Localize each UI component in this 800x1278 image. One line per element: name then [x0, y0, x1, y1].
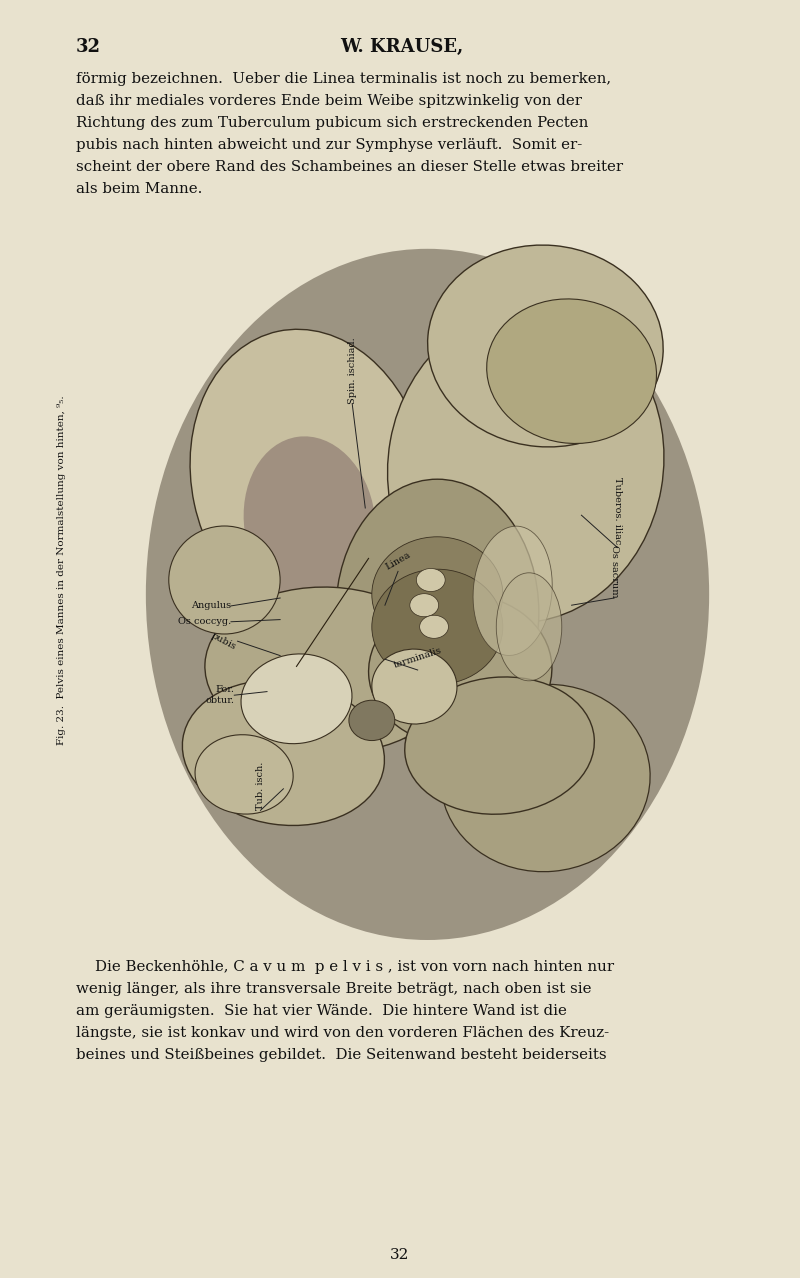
- Text: längste, sie ist konkav und wird von den vorderen Flächen des Kreuz-: längste, sie ist konkav und wird von den…: [76, 1026, 609, 1040]
- Text: W. KRAUSE,: W. KRAUSE,: [340, 38, 464, 56]
- Text: Linea: Linea: [384, 550, 412, 571]
- Text: Os coccyg.: Os coccyg.: [178, 617, 231, 626]
- Ellipse shape: [190, 330, 429, 629]
- Ellipse shape: [372, 569, 503, 685]
- Text: förmig bezeichnen.  Ueber die Linea terminalis ist noch zu bemerken,: förmig bezeichnen. Ueber die Linea termi…: [76, 72, 611, 86]
- Ellipse shape: [441, 684, 650, 872]
- Bar: [100, 220, 755, 941]
- Text: Die Beckenhöhle, C a v u m  p e l v i s , ist von vorn nach hinten nur: Die Beckenhöhle, C a v u m p e l v i s ,…: [76, 960, 614, 974]
- Ellipse shape: [182, 680, 385, 826]
- Text: Os sacrum: Os sacrum: [610, 546, 618, 598]
- Text: Angulus: Angulus: [191, 602, 231, 611]
- Text: Tuberos. iliac.: Tuberos. iliac.: [613, 477, 622, 547]
- Ellipse shape: [420, 615, 449, 638]
- Text: beines und Steißbeines gebildet.  Die Seitenwand besteht beiderseits: beines und Steißbeines gebildet. Die Sei…: [76, 1048, 606, 1062]
- Ellipse shape: [244, 436, 375, 608]
- Text: Richtung des zum Tuberculum pubicum sich erstreckenden Pecten: Richtung des zum Tuberculum pubicum sich…: [76, 116, 588, 130]
- Ellipse shape: [336, 479, 539, 745]
- Text: terminalis: terminalis: [393, 645, 443, 670]
- Text: pubis nach hinten abweicht und zur Symphyse verläuft.  Somit er-: pubis nach hinten abweicht und zur Symph…: [76, 138, 582, 152]
- Text: scheint der obere Rand des Schambeines an dieser Stelle etwas breiter: scheint der obere Rand des Schambeines a…: [76, 160, 623, 174]
- Ellipse shape: [372, 537, 503, 652]
- Ellipse shape: [387, 307, 664, 622]
- Ellipse shape: [486, 299, 657, 443]
- Ellipse shape: [405, 677, 594, 814]
- Ellipse shape: [372, 649, 457, 725]
- Text: For.
obtur.: For. obtur.: [206, 685, 234, 705]
- Ellipse shape: [496, 573, 562, 681]
- Text: 32: 32: [390, 1249, 410, 1261]
- Text: pubis: pubis: [210, 631, 238, 652]
- Text: 32: 32: [76, 38, 101, 56]
- Ellipse shape: [410, 594, 438, 617]
- Ellipse shape: [146, 249, 709, 941]
- Text: als beim Manne.: als beim Manne.: [76, 181, 202, 196]
- Text: am geräumigsten.  Sie hat vier Wände.  Die hintere Wand ist die: am geräumigsten. Sie hat vier Wände. Die…: [76, 1005, 567, 1019]
- Text: Tub. isch.: Tub. isch.: [256, 762, 265, 810]
- Text: daß ihr mediales vorderes Ende beim Weibe spitzwinkelig von der: daß ihr mediales vorderes Ende beim Weib…: [76, 95, 582, 109]
- Ellipse shape: [169, 527, 280, 634]
- Ellipse shape: [195, 735, 293, 814]
- Ellipse shape: [241, 654, 352, 744]
- Ellipse shape: [205, 587, 454, 753]
- Ellipse shape: [369, 594, 552, 745]
- Ellipse shape: [473, 527, 552, 656]
- Ellipse shape: [428, 245, 663, 447]
- Ellipse shape: [349, 700, 394, 740]
- Text: Spin. ischiad.: Spin. ischiad.: [348, 337, 357, 404]
- Ellipse shape: [416, 569, 445, 592]
- Text: Fig. 23.  Pelvis eines Mannes in der Normalstellung von hinten, ⁹₅.: Fig. 23. Pelvis eines Mannes in der Norm…: [58, 395, 66, 745]
- Text: wenig länger, als ihre transversale Breite beträgt, nach oben ist sie: wenig länger, als ihre transversale Brei…: [76, 982, 591, 996]
